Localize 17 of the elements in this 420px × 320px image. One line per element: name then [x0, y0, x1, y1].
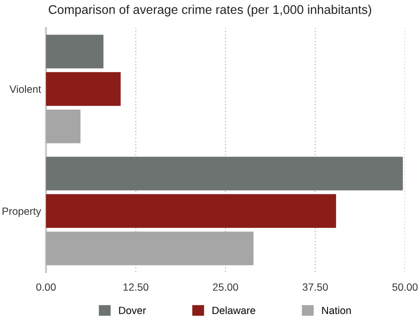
- bar: [46, 156, 403, 190]
- x-tick-label: 25.00: [212, 283, 238, 291]
- bar: [46, 232, 254, 266]
- x-tick-label: 50.00: [392, 283, 418, 291]
- legend-label: Nation: [322, 306, 351, 314]
- chart-title: Comparison of average crime rates (per 1,000 inhabitants): [48, 4, 372, 16]
- x-tick-label: 0.00: [36, 283, 56, 291]
- legend-label: Dover: [119, 306, 146, 314]
- y-tick-label: Property: [2, 208, 42, 217]
- x-tick-label: 12.50: [124, 283, 148, 291]
- y-tick-label: Violent: [10, 85, 42, 93]
- bar: [46, 72, 121, 106]
- legend-label: Delaware: [212, 306, 256, 314]
- x-tick-label: 37.50: [302, 283, 328, 291]
- bar: [46, 34, 104, 68]
- bar: [46, 110, 80, 144]
- bar: [46, 194, 336, 228]
